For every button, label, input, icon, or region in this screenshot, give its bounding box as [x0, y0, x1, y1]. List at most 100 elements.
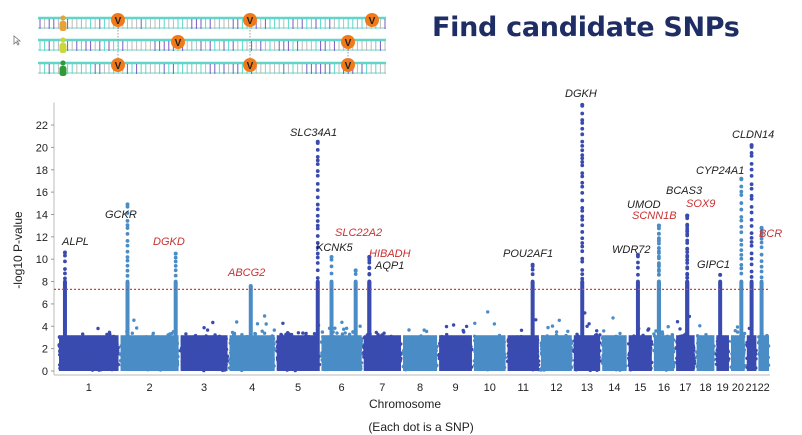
snp-point [749, 210, 754, 215]
snp-point [139, 359, 144, 364]
snp-point [333, 326, 337, 330]
snp-point [236, 366, 240, 370]
svg-text:V: V [247, 61, 254, 72]
peak-top-snp [718, 272, 723, 277]
snp-point [486, 363, 491, 367]
snp-point [576, 349, 580, 354]
snp-point [559, 349, 563, 353]
snp-point [285, 350, 289, 354]
snp-point [376, 357, 380, 361]
snp-point [208, 358, 213, 363]
gene-label-gckr: GCKR [105, 209, 137, 221]
snp-point [453, 340, 457, 344]
peak-top-snp [580, 102, 585, 107]
snp-point [270, 334, 274, 338]
snp-point [733, 336, 737, 340]
snp-point [749, 186, 754, 191]
snp-point [509, 347, 513, 352]
snp-point [59, 339, 63, 344]
snp-point [682, 360, 686, 364]
snp-point [440, 335, 444, 339]
snp-point [326, 349, 330, 354]
snp-point [584, 364, 588, 369]
snp-point [340, 364, 344, 368]
snp-point [300, 360, 304, 364]
snp-point [404, 368, 408, 372]
snp-point [125, 263, 130, 268]
snp-point [486, 357, 490, 362]
snp-point [437, 352, 441, 357]
snp-point [685, 258, 690, 262]
snp-point [315, 195, 320, 200]
snp-point [214, 355, 218, 359]
snp-point [337, 347, 341, 351]
snp-point [418, 342, 422, 347]
snp-point [359, 367, 363, 371]
snp-point [749, 275, 754, 279]
snp-point [237, 351, 241, 355]
snp-point [407, 328, 411, 332]
snp-point [357, 355, 362, 359]
snp-point [539, 341, 543, 345]
snp-point [568, 365, 573, 369]
snp-point [616, 355, 620, 360]
snp-point [657, 241, 661, 246]
snp-point [129, 338, 133, 342]
snp-point [759, 252, 764, 257]
snp-point [102, 353, 106, 358]
snp-point [553, 344, 557, 349]
snp-point [718, 279, 723, 284]
snp-point [486, 310, 490, 314]
snp-point [699, 345, 703, 350]
snp-point [225, 355, 229, 359]
gene-label-bcr: BCR [759, 228, 782, 240]
snp-point [749, 251, 754, 256]
y-tick-label: 16 [36, 187, 48, 199]
snp-point [165, 338, 169, 343]
snp-point [460, 366, 464, 370]
snp-point [201, 336, 205, 340]
snp-point [154, 340, 158, 344]
snp-point [592, 342, 597, 346]
snp-point [199, 362, 203, 366]
snp-point [636, 279, 640, 284]
snp-point [341, 338, 345, 342]
snp-point [260, 329, 264, 333]
snp-point [254, 366, 258, 370]
snp-point [669, 363, 674, 367]
snp-point [103, 349, 107, 353]
snp-point [162, 356, 166, 360]
snp-point [522, 346, 526, 351]
snp-point [524, 352, 529, 356]
snp-point [739, 279, 744, 284]
snp-point [237, 344, 241, 348]
snp-point [749, 154, 754, 158]
snp-point [722, 358, 726, 363]
snp-point [334, 361, 338, 366]
snp-point [679, 360, 684, 364]
snp-point [464, 348, 468, 352]
snp-point [580, 241, 585, 245]
snp-point [398, 359, 402, 363]
snp-point [232, 332, 237, 336]
snp-point [459, 347, 464, 351]
snp-point [715, 353, 719, 358]
x-tick-label: 21 [745, 382, 757, 394]
snp-point [480, 356, 485, 361]
snp-point [211, 320, 215, 325]
snp-point [472, 363, 477, 367]
snp-point [136, 354, 140, 358]
snp-point [311, 364, 316, 368]
snp-point [242, 340, 247, 344]
snp-point [244, 352, 249, 356]
snp-point [516, 366, 520, 370]
snp-point [709, 335, 713, 339]
snp-point [420, 361, 425, 366]
peak-column [759, 281, 764, 371]
snp-point [692, 358, 696, 363]
snp-point [336, 357, 340, 361]
snp-point [520, 364, 524, 369]
snp-point [276, 344, 280, 348]
snp-point [204, 334, 208, 338]
